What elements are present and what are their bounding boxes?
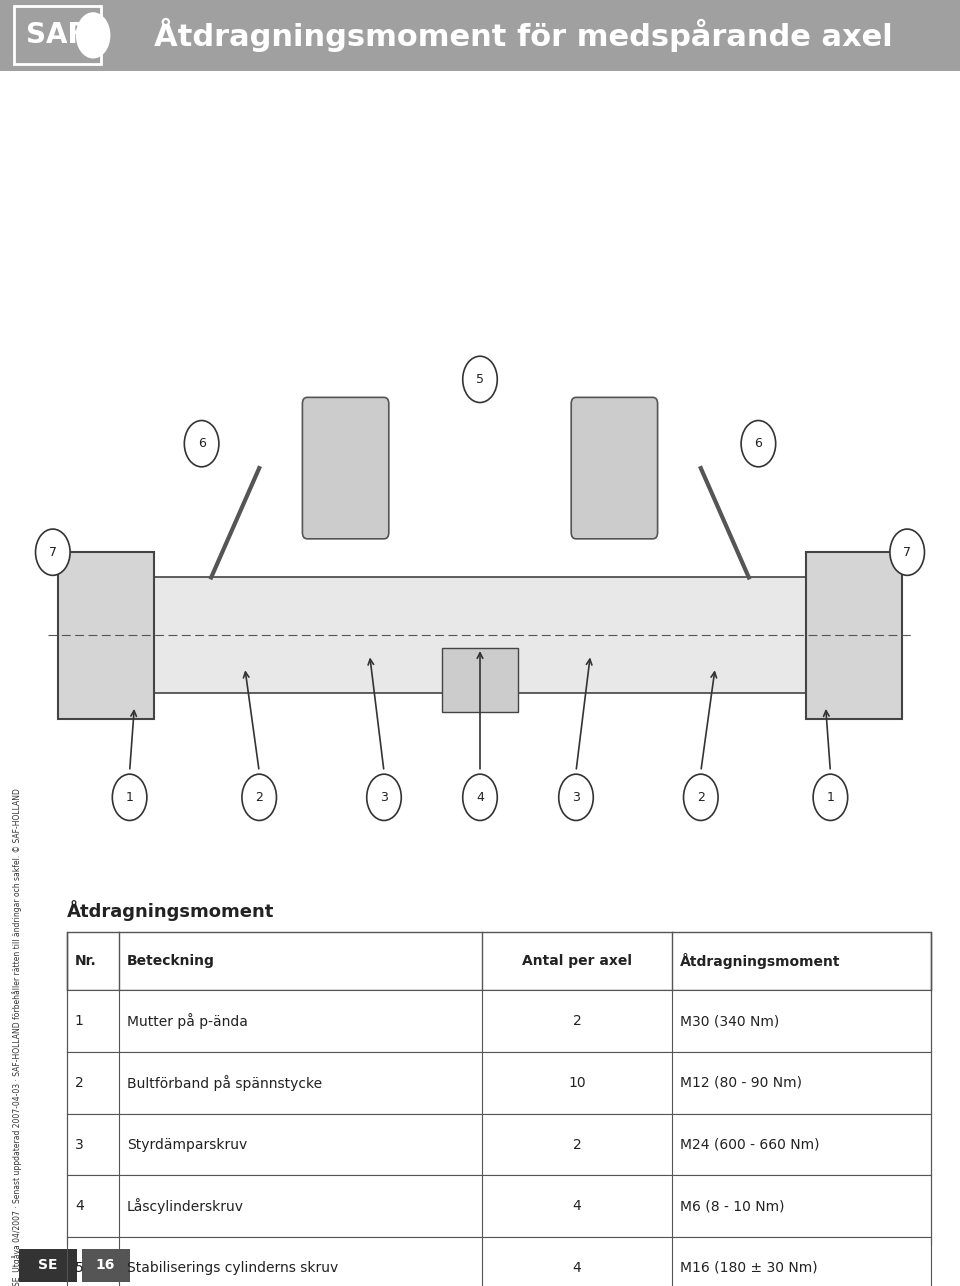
Text: 4: 4 <box>75 1200 84 1213</box>
FancyBboxPatch shape <box>67 1175 931 1237</box>
Text: 2: 2 <box>255 791 263 804</box>
Circle shape <box>463 774 497 820</box>
Text: SV11484SE  Utgåva 04/2007 · Senast uppdaterad 2007-04-03 · SAF-HOLLAND förbehåll: SV11484SE Utgåva 04/2007 · Senast uppdat… <box>12 788 22 1286</box>
Text: Åtdragningsmoment: Åtdragningsmoment <box>680 953 840 970</box>
Text: 7: 7 <box>49 545 57 558</box>
Text: Mutter på p-ända: Mutter på p-ända <box>127 1013 248 1029</box>
Circle shape <box>684 774 718 820</box>
Circle shape <box>367 774 401 820</box>
Text: Stabiliserings cylinderns skruv: Stabiliserings cylinderns skruv <box>127 1262 338 1274</box>
Text: 3: 3 <box>572 791 580 804</box>
FancyBboxPatch shape <box>67 990 931 1052</box>
Text: 2: 2 <box>572 1015 582 1028</box>
FancyBboxPatch shape <box>442 648 518 712</box>
Text: Åtdragningsmoment: Åtdragningsmoment <box>67 900 275 921</box>
FancyBboxPatch shape <box>67 1052 931 1114</box>
Text: 4: 4 <box>476 791 484 804</box>
Text: Åtdragningsmoment för medspårande axel: Åtdragningsmoment för medspårande axel <box>154 18 893 53</box>
Text: 5: 5 <box>75 1262 84 1274</box>
Circle shape <box>463 356 497 403</box>
FancyBboxPatch shape <box>58 552 154 719</box>
FancyBboxPatch shape <box>806 552 902 719</box>
Text: 7: 7 <box>903 545 911 558</box>
Text: M6 (8 - 10 Nm): M6 (8 - 10 Nm) <box>680 1200 784 1213</box>
FancyBboxPatch shape <box>14 6 101 64</box>
Text: SAF: SAF <box>26 22 86 49</box>
Text: Styrdämparskruv: Styrdämparskruv <box>127 1138 247 1151</box>
Text: Nr.: Nr. <box>75 954 97 968</box>
FancyBboxPatch shape <box>571 397 658 539</box>
Circle shape <box>36 529 70 575</box>
Text: 2: 2 <box>572 1138 582 1151</box>
Text: 4: 4 <box>572 1200 582 1213</box>
FancyBboxPatch shape <box>144 577 816 693</box>
Text: 4: 4 <box>572 1262 582 1274</box>
Text: M12 (80 - 90 Nm): M12 (80 - 90 Nm) <box>680 1076 802 1089</box>
FancyBboxPatch shape <box>19 1249 77 1282</box>
Text: 1: 1 <box>126 791 133 804</box>
FancyBboxPatch shape <box>82 1249 130 1282</box>
Text: 10: 10 <box>568 1076 586 1089</box>
Text: Låscylinderskruv: Låscylinderskruv <box>127 1199 244 1214</box>
Text: 2: 2 <box>75 1076 84 1089</box>
FancyBboxPatch shape <box>0 1245 960 1286</box>
Circle shape <box>112 774 147 820</box>
Text: M24 (600 - 660 Nm): M24 (600 - 660 Nm) <box>680 1138 819 1151</box>
Circle shape <box>184 421 219 467</box>
Text: 1: 1 <box>75 1015 84 1028</box>
Text: SE: SE <box>38 1259 58 1272</box>
Circle shape <box>741 421 776 467</box>
FancyBboxPatch shape <box>67 1237 931 1286</box>
Text: 1: 1 <box>827 791 834 804</box>
Text: Beteckning: Beteckning <box>127 954 215 968</box>
FancyBboxPatch shape <box>0 0 960 71</box>
Text: Bultförband på spännstycke: Bultförband på spännstycke <box>127 1075 322 1091</box>
FancyBboxPatch shape <box>67 1114 931 1175</box>
FancyBboxPatch shape <box>67 932 931 990</box>
Text: 2: 2 <box>697 791 705 804</box>
Circle shape <box>890 529 924 575</box>
Text: 16: 16 <box>96 1259 115 1272</box>
Text: 3: 3 <box>380 791 388 804</box>
Circle shape <box>813 774 848 820</box>
Circle shape <box>559 774 593 820</box>
FancyBboxPatch shape <box>38 367 941 855</box>
Text: 5: 5 <box>476 373 484 386</box>
Text: Antal per axel: Antal per axel <box>522 954 632 968</box>
Circle shape <box>242 774 276 820</box>
Text: 6: 6 <box>198 437 205 450</box>
Text: 3: 3 <box>75 1138 84 1151</box>
FancyBboxPatch shape <box>302 397 389 539</box>
Text: 6: 6 <box>755 437 762 450</box>
Text: M30 (340 Nm): M30 (340 Nm) <box>680 1015 779 1028</box>
Circle shape <box>76 13 110 58</box>
Text: M16 (180 ± 30 Nm): M16 (180 ± 30 Nm) <box>680 1262 817 1274</box>
